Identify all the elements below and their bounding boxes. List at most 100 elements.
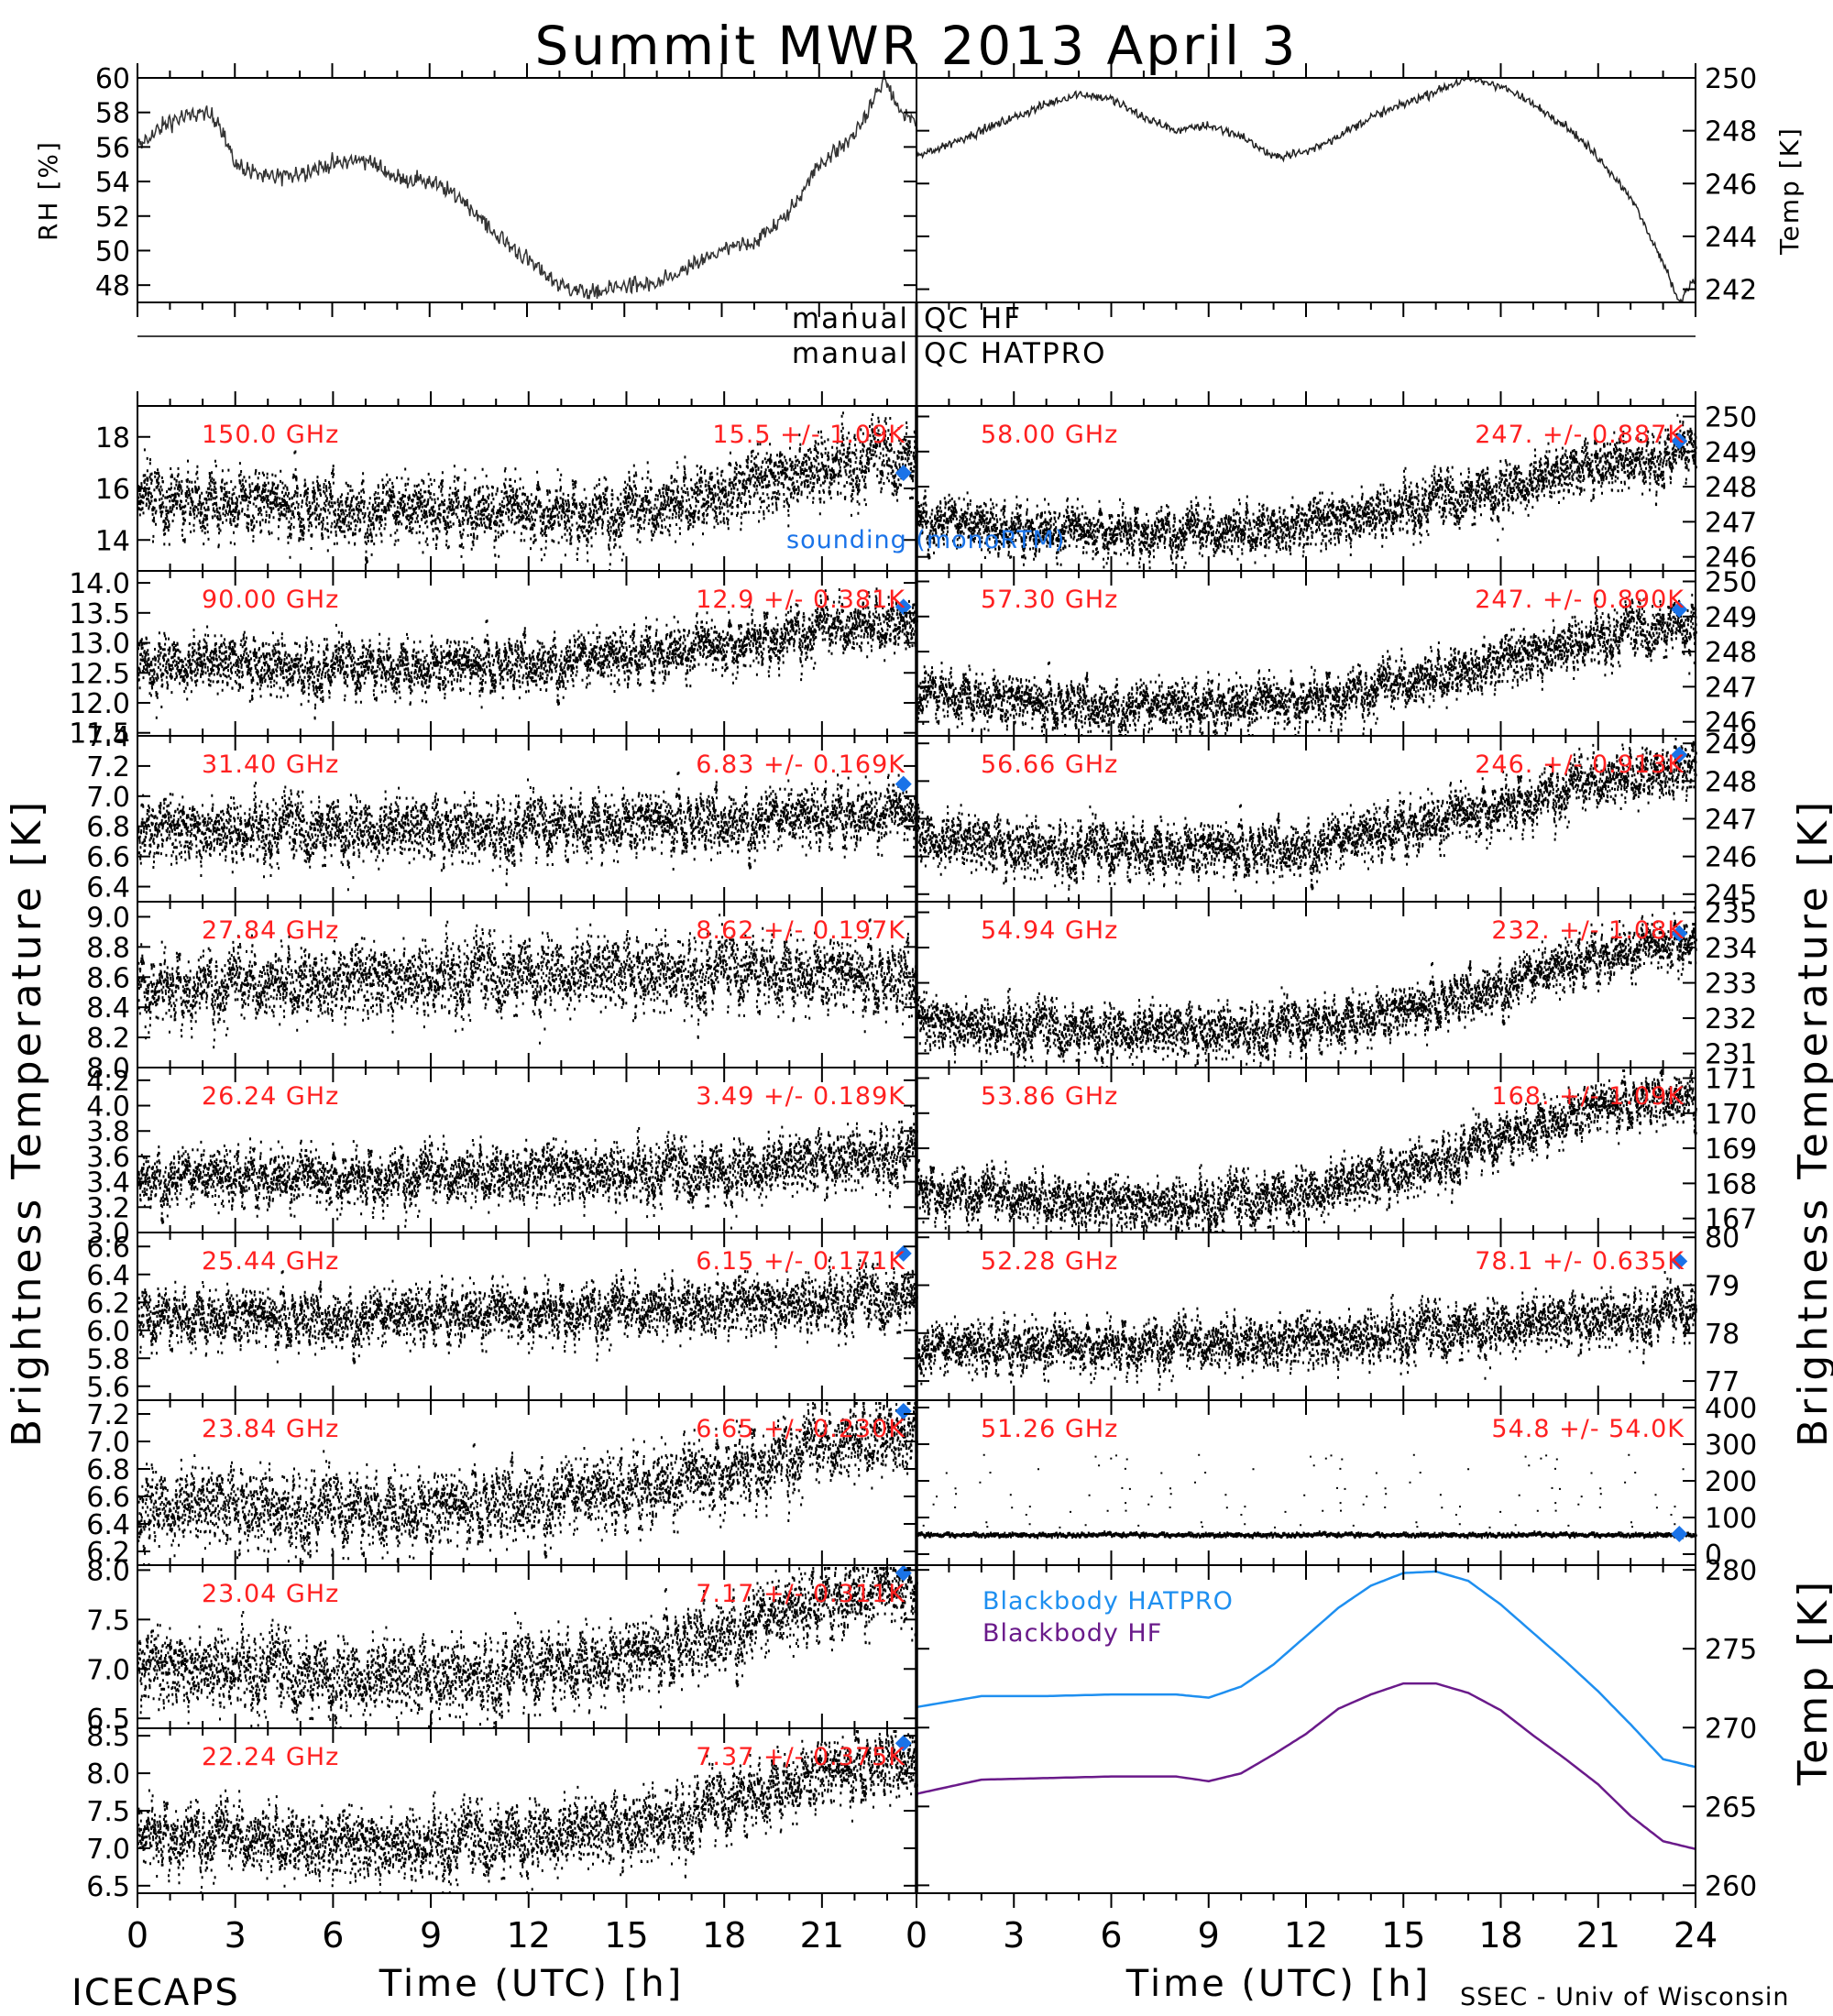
y-tick-label: 14.0	[69, 568, 130, 600]
y-axis-hf-23.04: 6.5 7.0 7.5 8.0	[86, 1555, 916, 1736]
y-tick-label: 8.0	[86, 1759, 130, 1791]
y-tick-label: 234	[1705, 933, 1757, 965]
sounding-marker	[1671, 746, 1688, 763]
annotations-hp-57.30: 57.30 GHz 247. +/- 0.890K	[981, 586, 1685, 614]
series-hp-53.86	[916, 1069, 1697, 1233]
y-tick-label: 58	[95, 98, 130, 130]
y-tick-label: 400	[1705, 1393, 1757, 1425]
series-hf-26.24	[137, 1104, 918, 1230]
sounding-marker	[1671, 1526, 1688, 1542]
y-tick-label: 242	[1705, 275, 1757, 307]
channel-stat-label: 78.1 +/- 0.635K	[1475, 1247, 1685, 1276]
y-tick-label: 12.5	[69, 658, 130, 690]
y-tick-label: 3.8	[86, 1116, 130, 1148]
channel-frequency-label: 54.94 GHz	[981, 916, 1118, 945]
y-tick-label: 247	[1705, 672, 1757, 704]
y-axis-hf-23.84: 6.26.46.66.87.07.2	[86, 1399, 916, 1569]
footer-institution: SSEC - Univ of Wisconsin	[1460, 1983, 1789, 2011]
series-hf-27.84	[137, 914, 918, 1049]
y-tick-label: 248	[1705, 472, 1757, 504]
y-tick-label: 5.6	[86, 1372, 130, 1404]
y-tick-label: 6.8	[86, 1454, 130, 1486]
annotations-hf-27.84: 27.84 GHz 8.62 +/- 0.197K	[202, 916, 905, 945]
x-tick-label: 12	[507, 1915, 551, 1956]
channel-frequency-label: 150.0 GHz	[202, 421, 339, 449]
channel-frequency-label: 23.84 GHz	[202, 1415, 339, 1443]
channel-stat-label: 232. +/- 1.08K	[1491, 916, 1685, 945]
rh-x-ticks	[137, 63, 917, 317]
blackbody-legend-1: Blackbody HF	[982, 1619, 1162, 1648]
annotations-hf-150: 150.0 GHz 15.5 +/- 1.09K	[202, 421, 905, 449]
y-tick-label: 6.2	[86, 1537, 130, 1569]
y-tick-label: 248	[1705, 637, 1757, 669]
y-tick-label: 275	[1705, 1634, 1757, 1666]
figure-title: Summit MWR 2013 April 3	[535, 15, 1299, 77]
y-tick-label: 0	[1705, 1539, 1722, 1572]
y-tick-label: 250	[1705, 566, 1757, 598]
y-tick-label: 6.6	[86, 842, 130, 874]
annotations-hf-25.44: 25.44 GHz 6.15 +/- 0.171K	[202, 1247, 905, 1276]
data-points	[137, 587, 918, 720]
sounding-marker	[895, 598, 912, 616]
x-ticks-hf-26.24	[137, 1053, 888, 1247]
annotations-hp-54.94: 54.94 GHz 232. +/- 1.08K	[981, 916, 1685, 945]
y-tick-label: 14	[95, 525, 130, 557]
channel-frequency-label: 22.24 GHz	[202, 1743, 339, 1771]
series-hf-31.40	[137, 772, 918, 892]
x-tick-label: 18	[702, 1915, 746, 1956]
x-ticks-hf-22.24	[137, 1714, 888, 1908]
blackbody-x-ticks	[916, 1550, 1696, 1908]
data-points	[916, 1271, 1697, 1391]
y-tick-label: 48	[95, 270, 130, 302]
channel-stat-label: 168. +/- 1.09K	[1491, 1082, 1685, 1111]
sounding-marker	[895, 465, 912, 482]
x-tick-label: 12	[1284, 1915, 1328, 1956]
y-tick-label: 235	[1705, 898, 1757, 930]
channel-frequency-label: 52.28 GHz	[981, 1247, 1118, 1276]
y-axis-hf-27.84: 8.08.28.48.68.89.0	[86, 902, 916, 1085]
x-tick-labels: 0 3 6 9 12 15 18 21 0 3 6 9 12 15 18 21 24	[126, 1915, 1718, 1956]
x-tick-label: 15	[1381, 1915, 1425, 1956]
blackbody-line-1	[916, 1682, 1696, 1851]
y-tick-label: 6.0	[86, 1316, 130, 1348]
y-tick-label: 7.5	[86, 1605, 130, 1637]
y-tick-label: 8.0	[86, 1555, 130, 1587]
x-axis-label-left: Time (UTC) [h]	[379, 1963, 684, 2005]
y-tick-label: 169	[1705, 1134, 1757, 1166]
channel-stat-label: 247. +/- 0.890K	[1475, 586, 1685, 614]
annotations-hp-58.00: 58.00 GHz 247. +/- 0.887K	[981, 421, 1684, 449]
y-tick-label: 13.0	[69, 629, 130, 661]
data-points	[137, 1104, 918, 1230]
y-tick-label: 7.2	[86, 751, 130, 783]
channel-frequency-label: 25.44 GHz	[202, 1247, 339, 1276]
y-tick-label: 171	[1705, 1063, 1757, 1095]
series-hf-23.04	[137, 1567, 918, 1729]
x-tick-label: 21	[1576, 1915, 1620, 1956]
y-tick-label: 4.0	[86, 1091, 130, 1123]
y-axis-label-left: Brightness Temperature [K]	[4, 798, 50, 1447]
annotations-hp-52.28: 52.28 GHz 78.1 +/- 0.635K	[981, 1247, 1685, 1276]
sounding-marker	[895, 775, 912, 793]
rh-panel-frame	[137, 77, 917, 303]
series-hp-51.26	[916, 1453, 1697, 1539]
x-tick-label: 21	[800, 1915, 844, 1956]
y-tick-label: 6.6	[86, 1482, 130, 1514]
y-tick-label: 8.2	[86, 1023, 130, 1055]
y-tick-label: 247	[1705, 507, 1757, 539]
y-tick-label: 56	[95, 132, 130, 164]
y-axis-hp-56.66: 245 246 247 248 249	[916, 729, 1757, 912]
x-tick-label: 18	[1478, 1915, 1522, 1956]
data-points	[137, 772, 918, 892]
y-tick-label: 5.8	[86, 1343, 130, 1375]
annotations-hf-31.40: 31.40 GHz 6.83 +/- 0.169K	[202, 751, 905, 779]
y-tick-label: 100	[1705, 1503, 1757, 1535]
x-ticks-hp-54.94	[916, 887, 1696, 1082]
sounding-legend: sounding (monoRTM)	[786, 526, 1065, 554]
y-tick-label: 231	[1705, 1039, 1757, 1071]
channel-frequency-label: 90.00 GHz	[202, 586, 339, 614]
y-tick-label: 247	[1705, 805, 1757, 837]
channel-stat-label: 3.49 +/- 0.189K	[696, 1082, 906, 1111]
